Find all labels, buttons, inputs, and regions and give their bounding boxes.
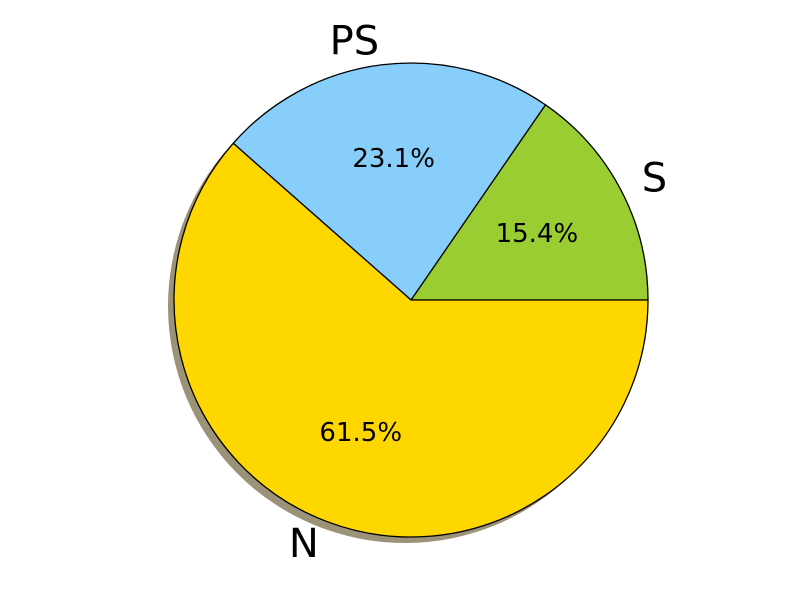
pie-slice-ps [232,62,547,301]
pct-label-s: 15.4% [496,219,579,249]
pie-slice-n [173,142,649,538]
category-label-ps: PS [330,18,380,64]
pie-slice-s [410,104,649,301]
category-label-n: N [289,521,319,567]
pct-label-ps: 23.1% [352,144,435,174]
pie-slices [173,62,649,538]
pie-labels: 15.4% S 23.1% PS 61.5% N [289,18,667,567]
pct-label-n: 61.5% [319,418,402,448]
category-label-s: S [642,156,667,202]
